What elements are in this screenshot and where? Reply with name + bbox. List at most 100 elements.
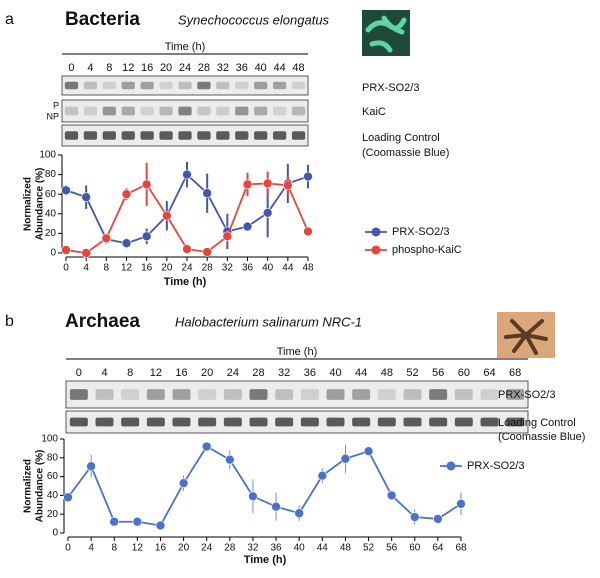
blot-band [275, 389, 294, 400]
y-tick-label: 40 [47, 490, 59, 501]
data-point [317, 470, 328, 481]
lane-label: 24 [227, 367, 239, 379]
lane-label: 36 [304, 367, 316, 379]
lane-label: 20 [160, 62, 172, 74]
x-tick-label: 40 [294, 543, 306, 554]
x-tick-label: 48 [302, 263, 314, 274]
blot-band [326, 389, 345, 400]
blot-band [69, 389, 88, 400]
x-tick-label: 0 [63, 263, 69, 274]
lane-label: 20 [201, 367, 213, 379]
lane-label: 40 [255, 62, 267, 74]
legend-marker [371, 227, 381, 237]
blot-band [223, 389, 242, 400]
blot-band [140, 106, 154, 116]
blot-label: Loading Control [362, 132, 440, 144]
data-point [155, 520, 166, 531]
series-line [67, 445, 462, 527]
x-tick-label: 0 [65, 543, 71, 554]
legend-marker [446, 461, 456, 471]
blot-band [291, 106, 306, 116]
blot [65, 380, 529, 409]
y-axis-label: Abundance (%) [35, 450, 46, 523]
lane-label: 68 [509, 367, 521, 379]
lane-label: 36 [236, 62, 248, 74]
lane-label: 28 [252, 367, 264, 379]
x-tick-label: 4 [83, 263, 89, 274]
x-tick-label: 32 [222, 263, 234, 274]
lane-label: 32 [278, 367, 290, 379]
data-point [242, 179, 253, 190]
data-point [262, 208, 273, 218]
data-point [363, 446, 374, 457]
x-tick-label: 24 [201, 543, 213, 554]
blot [65, 410, 529, 434]
blot-band [403, 389, 422, 400]
data-point [182, 169, 192, 180]
blot-band [377, 417, 396, 427]
x-tick-label: 52 [363, 543, 375, 554]
blot-band [121, 417, 140, 427]
data-point [109, 516, 120, 527]
blot-band [198, 417, 217, 427]
lane-label: 24 [179, 62, 191, 74]
blot-band [254, 106, 268, 116]
blot-band [429, 417, 448, 427]
x-axis-label: Time (h) [244, 554, 287, 566]
x-tick-label: 16 [141, 263, 153, 274]
x-tick-label: 68 [455, 543, 467, 554]
bacteria-shape [365, 15, 407, 53]
data-point [340, 453, 351, 464]
blot-band [454, 389, 473, 400]
lane-label: 44 [355, 367, 367, 379]
lane-label: 4 [87, 62, 93, 74]
blot-band [326, 417, 345, 427]
blot-band [291, 131, 306, 140]
blot-band [352, 389, 371, 400]
x-tick-label: 48 [340, 543, 352, 554]
blot-band [95, 389, 114, 400]
data-point [225, 454, 235, 465]
blot-band [159, 106, 173, 116]
panel-label: a [5, 11, 14, 28]
y-axis-label: Normalized [23, 459, 34, 513]
lane-label: 8 [127, 367, 133, 379]
blot-band [140, 131, 154, 140]
blot-label: (Coomassie Blue) [498, 431, 585, 443]
y-tick-label: 60 [47, 471, 59, 482]
blot-band [198, 389, 217, 400]
lane-label: 8 [106, 62, 112, 74]
blot-band [83, 106, 98, 116]
blot-band [159, 131, 173, 140]
blot-band [172, 389, 191, 400]
panel-subtitle: Synechococcus elongatus [178, 12, 330, 27]
data-point [132, 516, 143, 527]
blot-band [197, 106, 211, 116]
data-point [456, 499, 466, 509]
y-tick-label: 20 [45, 228, 57, 239]
series-line [65, 182, 309, 254]
blot-band [83, 131, 98, 140]
data-point [242, 221, 253, 232]
blot-band [121, 389, 140, 400]
x-tick-label: 44 [282, 263, 294, 274]
blot-band [102, 131, 116, 140]
blot-band [291, 81, 306, 90]
y-tick-label: 0 [52, 528, 58, 539]
lane-label: 60 [458, 367, 470, 379]
x-tick-label: 40 [262, 263, 274, 274]
x-tick-label: 24 [181, 263, 193, 274]
y-tick-label: 40 [45, 208, 57, 219]
x-axis-label: Time (h) [164, 276, 207, 288]
blot-marker: NP [46, 111, 59, 121]
x-tick-label: 28 [224, 543, 236, 554]
x-tick-label: 8 [111, 543, 117, 554]
lane-label: 12 [150, 367, 162, 379]
x-tick-label: 36 [242, 263, 254, 274]
data-point [201, 441, 212, 452]
blot-band [64, 106, 79, 116]
blot-marker: P [53, 100, 59, 110]
blot-band [178, 81, 192, 90]
lane-label: 48 [292, 62, 304, 74]
lane-label: 44 [273, 62, 285, 74]
